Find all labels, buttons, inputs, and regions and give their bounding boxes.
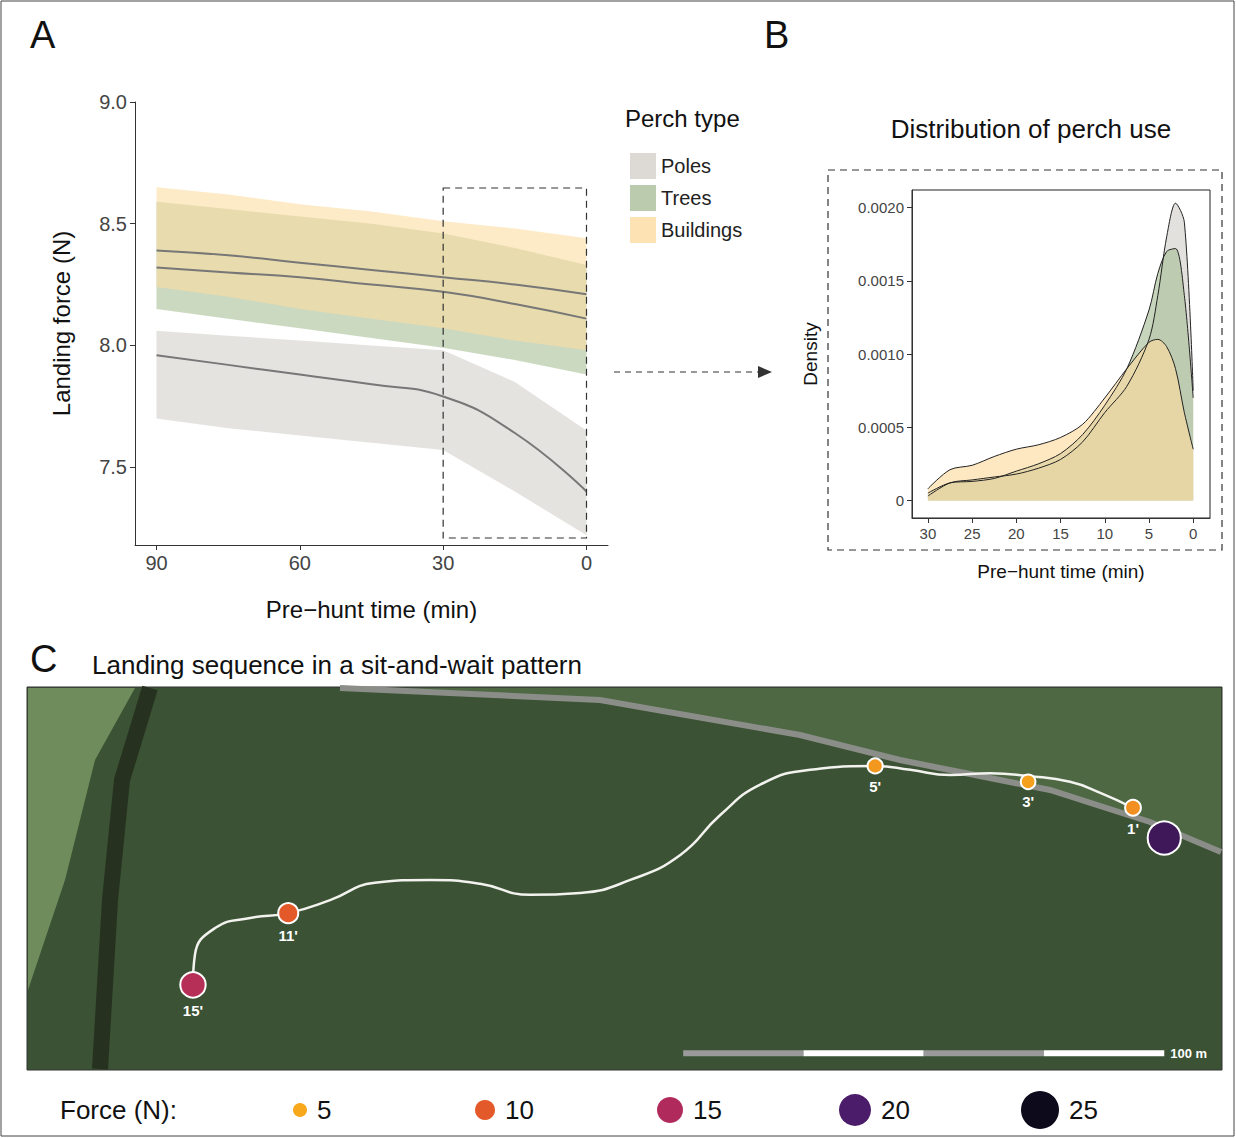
svg-text:8.0: 8.0 [99,334,127,356]
svg-text:7.5: 7.5 [99,456,127,478]
svg-text:10: 10 [1096,525,1113,542]
svg-text:25: 25 [1069,1095,1098,1125]
svg-text:90: 90 [145,552,167,574]
svg-text:0.0020: 0.0020 [858,199,904,216]
svg-text:0: 0 [1189,525,1197,542]
svg-text:Force (N):: Force (N): [60,1095,177,1125]
svg-text:30: 30 [920,525,937,542]
svg-text:0.0005: 0.0005 [858,419,904,436]
svg-text:20: 20 [881,1095,910,1125]
svg-text:10: 10 [505,1095,534,1125]
svg-text:15: 15 [1052,525,1069,542]
svg-text:Distribution of perch use: Distribution of perch use [891,114,1171,144]
svg-text:0: 0 [896,492,904,509]
svg-text:9.0: 9.0 [99,91,127,113]
svg-text:11': 11' [279,927,298,944]
svg-text:30: 30 [432,552,454,574]
svg-text:100 m: 100 m [1170,1046,1207,1061]
svg-text:A: A [30,14,56,56]
svg-text:5': 5' [869,778,881,795]
svg-text:8.5: 8.5 [99,213,127,235]
svg-text:15: 15 [693,1095,722,1125]
svg-text:0.0015: 0.0015 [858,272,904,289]
svg-text:5: 5 [1145,525,1153,542]
svg-text:Pre−hunt time (min): Pre−hunt time (min) [977,561,1144,582]
svg-text:Poles: Poles [661,155,711,177]
svg-text:60: 60 [289,552,311,574]
svg-text:Buildings: Buildings [661,219,742,241]
svg-text:Landing force (N): Landing force (N) [48,231,75,416]
svg-text:Pre−hunt time (min): Pre−hunt time (min) [266,596,477,623]
svg-text:0: 0 [581,552,592,574]
svg-text:B: B [764,14,789,56]
svg-text:20: 20 [1008,525,1025,542]
svg-text:25: 25 [964,525,981,542]
svg-text:0.0010: 0.0010 [858,346,904,363]
svg-text:1': 1' [1127,820,1139,837]
svg-text:C: C [30,638,57,680]
svg-text:3': 3' [1022,793,1034,810]
svg-text:Density: Density [800,322,821,386]
svg-text:Perch type: Perch type [625,105,740,132]
svg-text:Trees: Trees [661,187,711,209]
svg-text:15': 15' [183,1002,203,1019]
svg-text:5: 5 [317,1095,331,1125]
svg-text:Landing sequence in a sit-and-: Landing sequence in a sit-and-wait patte… [92,650,582,680]
